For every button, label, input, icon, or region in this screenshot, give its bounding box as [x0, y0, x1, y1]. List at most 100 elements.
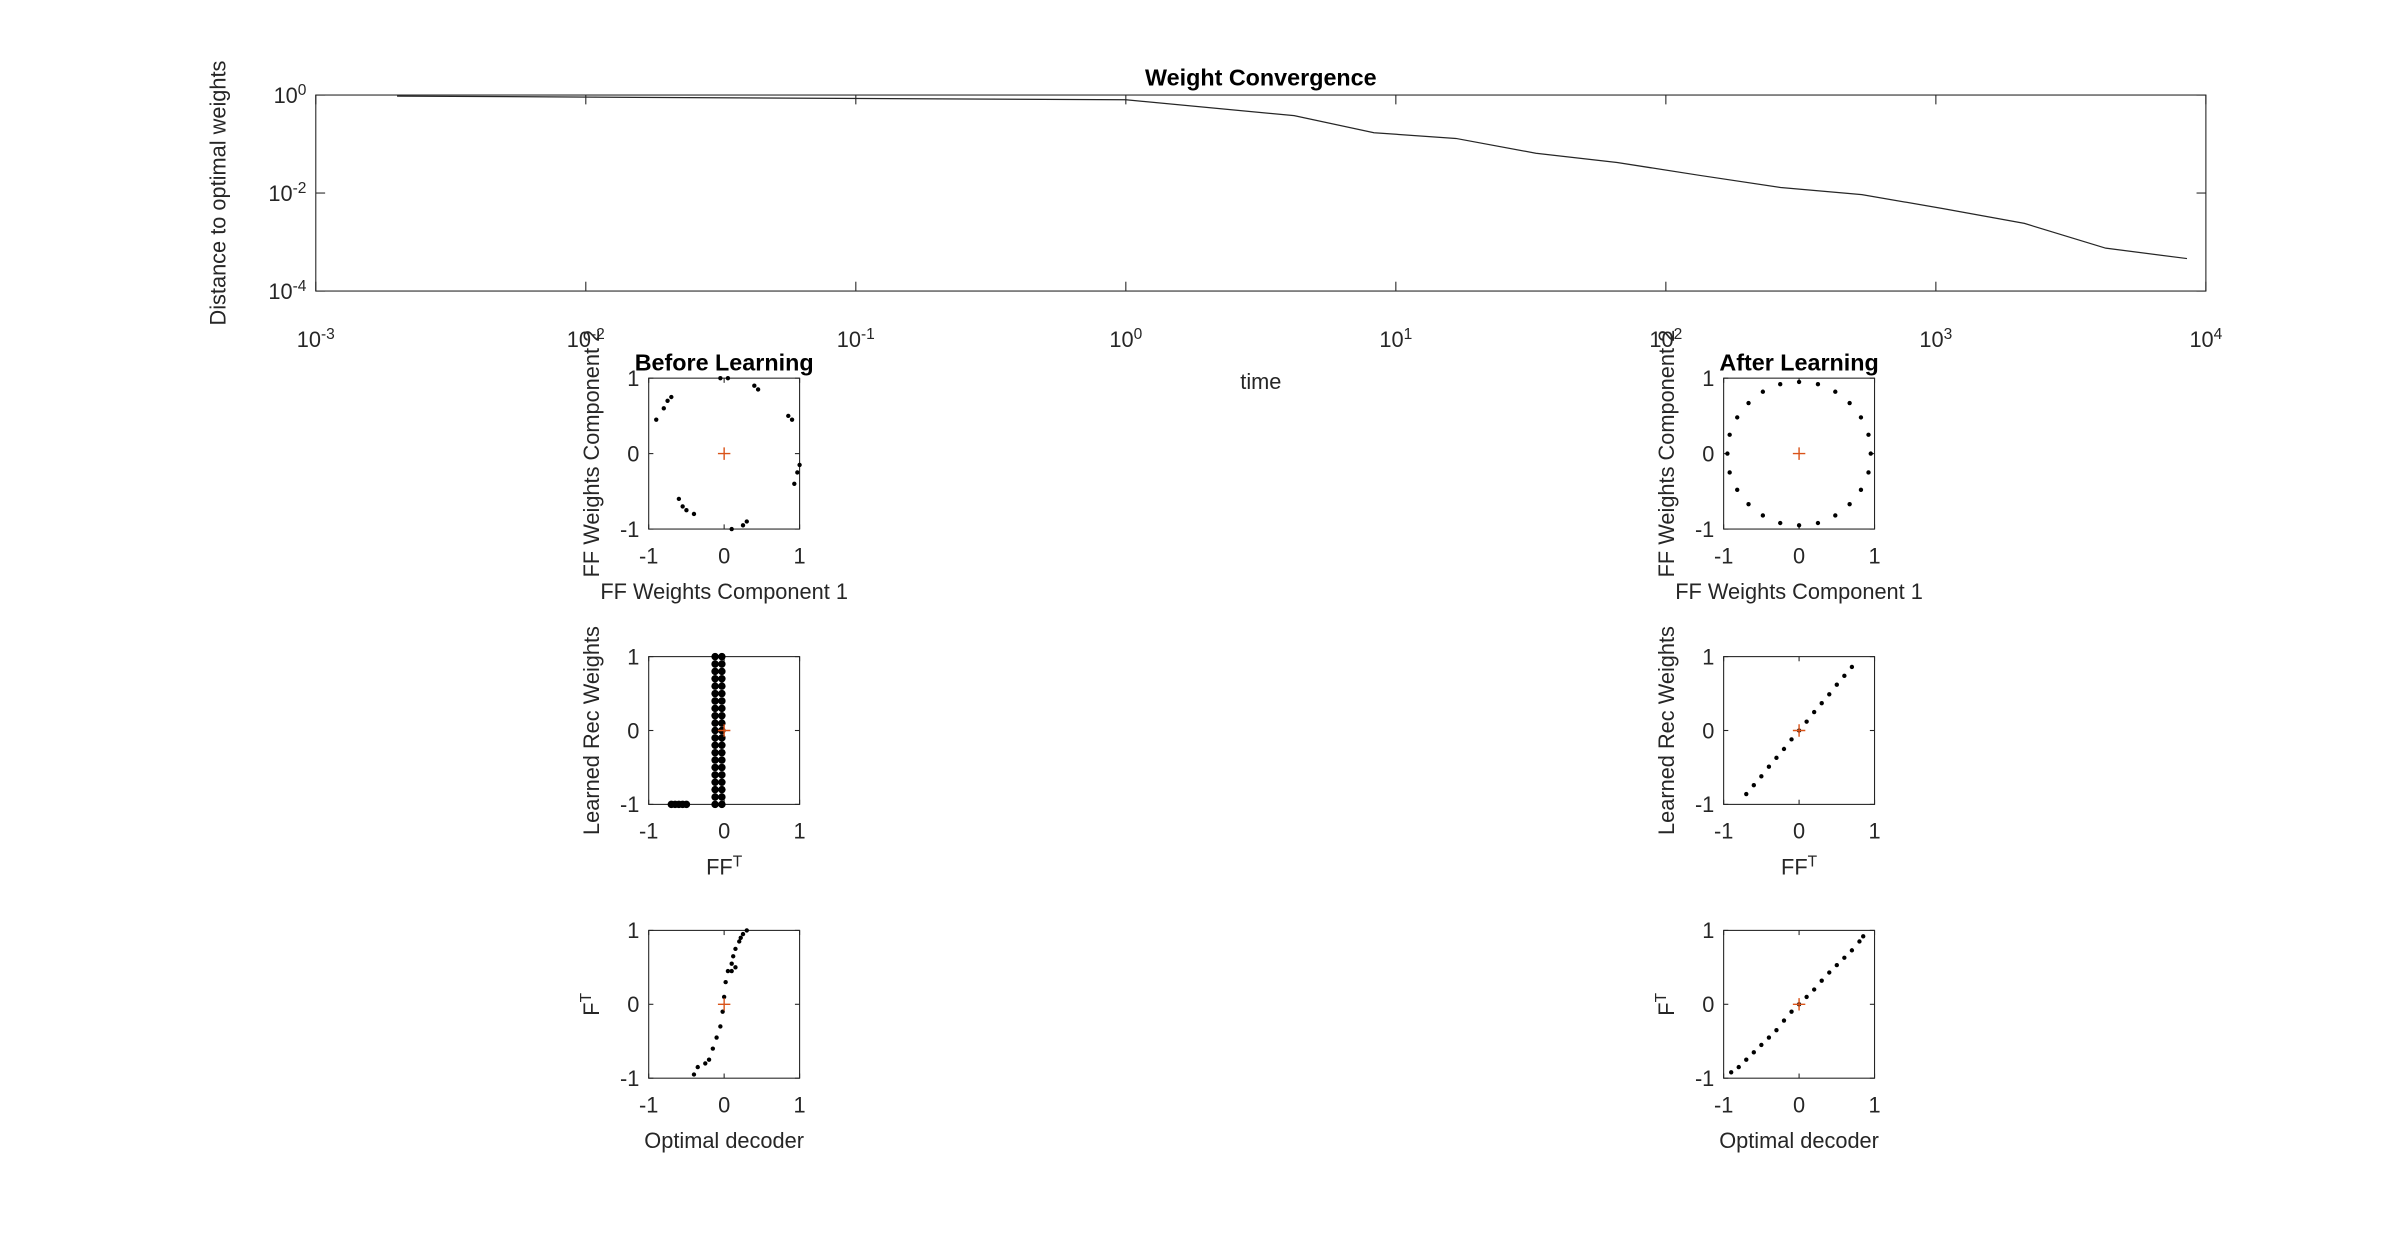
y-tick-label: 1	[1702, 644, 1714, 669]
y-tick-label: 10-2	[268, 179, 306, 205]
point	[711, 682, 719, 690]
point	[718, 793, 726, 801]
x-axis-label: FFT	[1781, 853, 1818, 879]
point	[711, 697, 719, 705]
axes-box	[315, 94, 2207, 292]
point	[1729, 1070, 1734, 1075]
point	[711, 660, 719, 668]
point	[755, 387, 761, 392]
point	[1778, 382, 1783, 387]
point	[1746, 400, 1751, 406]
point	[792, 481, 797, 486]
point	[711, 704, 719, 713]
point	[711, 741, 719, 750]
x-tick-label: 1	[1868, 543, 1880, 568]
point	[1827, 692, 1832, 697]
chart-title: Before Learning	[635, 349, 814, 375]
y-tick-label: 0	[1702, 992, 1714, 1017]
point	[731, 954, 736, 959]
point	[1760, 389, 1766, 394]
point	[1759, 774, 1764, 779]
point	[691, 511, 697, 517]
line	[397, 95, 2188, 260]
point	[1866, 470, 1871, 475]
y-tick-label: 100	[274, 81, 307, 108]
y-tick-label: 10-4	[268, 277, 306, 304]
point	[1735, 415, 1740, 420]
point	[718, 748, 726, 757]
y-tick-label: -1	[620, 1066, 639, 1091]
y-axis-label: FT	[577, 992, 604, 1015]
point	[1789, 1009, 1794, 1014]
point	[1774, 755, 1779, 761]
point	[1861, 934, 1866, 939]
point	[718, 756, 726, 764]
point	[718, 675, 726, 683]
x-tick-label: 1	[794, 543, 806, 568]
point	[1760, 513, 1766, 518]
point	[723, 979, 728, 985]
point	[725, 375, 731, 381]
y-axis-label: FT	[1652, 992, 1679, 1015]
point	[711, 719, 719, 727]
point	[1815, 520, 1821, 526]
point	[718, 660, 726, 668]
point	[1781, 746, 1787, 752]
point	[711, 726, 719, 735]
y-tick-label: 1	[627, 644, 639, 669]
point	[1811, 709, 1817, 715]
x-tick-label: 101	[1379, 326, 1412, 353]
point	[710, 1046, 716, 1051]
point	[1778, 520, 1783, 526]
point	[744, 928, 749, 933]
point	[1744, 791, 1749, 797]
x-tick-label: -1	[639, 543, 658, 568]
point	[691, 1072, 697, 1077]
point	[795, 470, 800, 475]
point	[711, 793, 719, 801]
x-axis-label: FF Weights Component 1	[600, 579, 848, 604]
point	[1868, 451, 1873, 456]
x-tick-label: 0	[1793, 543, 1805, 568]
y-axis-label: FF Weights Component 2	[579, 330, 604, 578]
point	[718, 800, 726, 809]
point	[711, 748, 719, 757]
x-tick-label: 104	[2189, 326, 2222, 353]
point	[1842, 955, 1847, 960]
point	[1804, 719, 1809, 724]
point	[711, 711, 719, 720]
point	[718, 771, 726, 779]
point	[711, 675, 719, 683]
point	[752, 383, 757, 388]
point	[1792, 447, 1806, 460]
point	[1781, 1018, 1787, 1023]
point	[718, 763, 726, 772]
point	[665, 398, 670, 403]
y-tick-label: 1	[1702, 366, 1714, 391]
x-tick-label: 100	[1109, 326, 1142, 353]
chart-title: After Learning	[1719, 349, 1878, 375]
point	[711, 778, 719, 786]
point	[706, 1057, 712, 1062]
point	[738, 935, 743, 940]
point	[1735, 487, 1740, 492]
x-axis-label: FFT	[706, 853, 743, 879]
point	[1847, 400, 1852, 406]
point	[1727, 432, 1732, 437]
point	[1834, 962, 1839, 968]
point	[740, 931, 746, 937]
point	[789, 417, 795, 422]
point	[1796, 379, 1802, 385]
point	[676, 496, 682, 502]
x-tick-label: 10-2	[567, 326, 605, 353]
point	[711, 771, 719, 779]
point	[1858, 415, 1864, 420]
y-tick-label: -1	[620, 517, 639, 542]
point	[1751, 783, 1756, 788]
point	[714, 1035, 719, 1040]
point	[718, 711, 726, 720]
x-tick-label: 10-1	[837, 326, 875, 353]
y-tick-label: 1	[1702, 918, 1714, 943]
point	[718, 704, 726, 713]
point	[1792, 998, 1806, 1011]
